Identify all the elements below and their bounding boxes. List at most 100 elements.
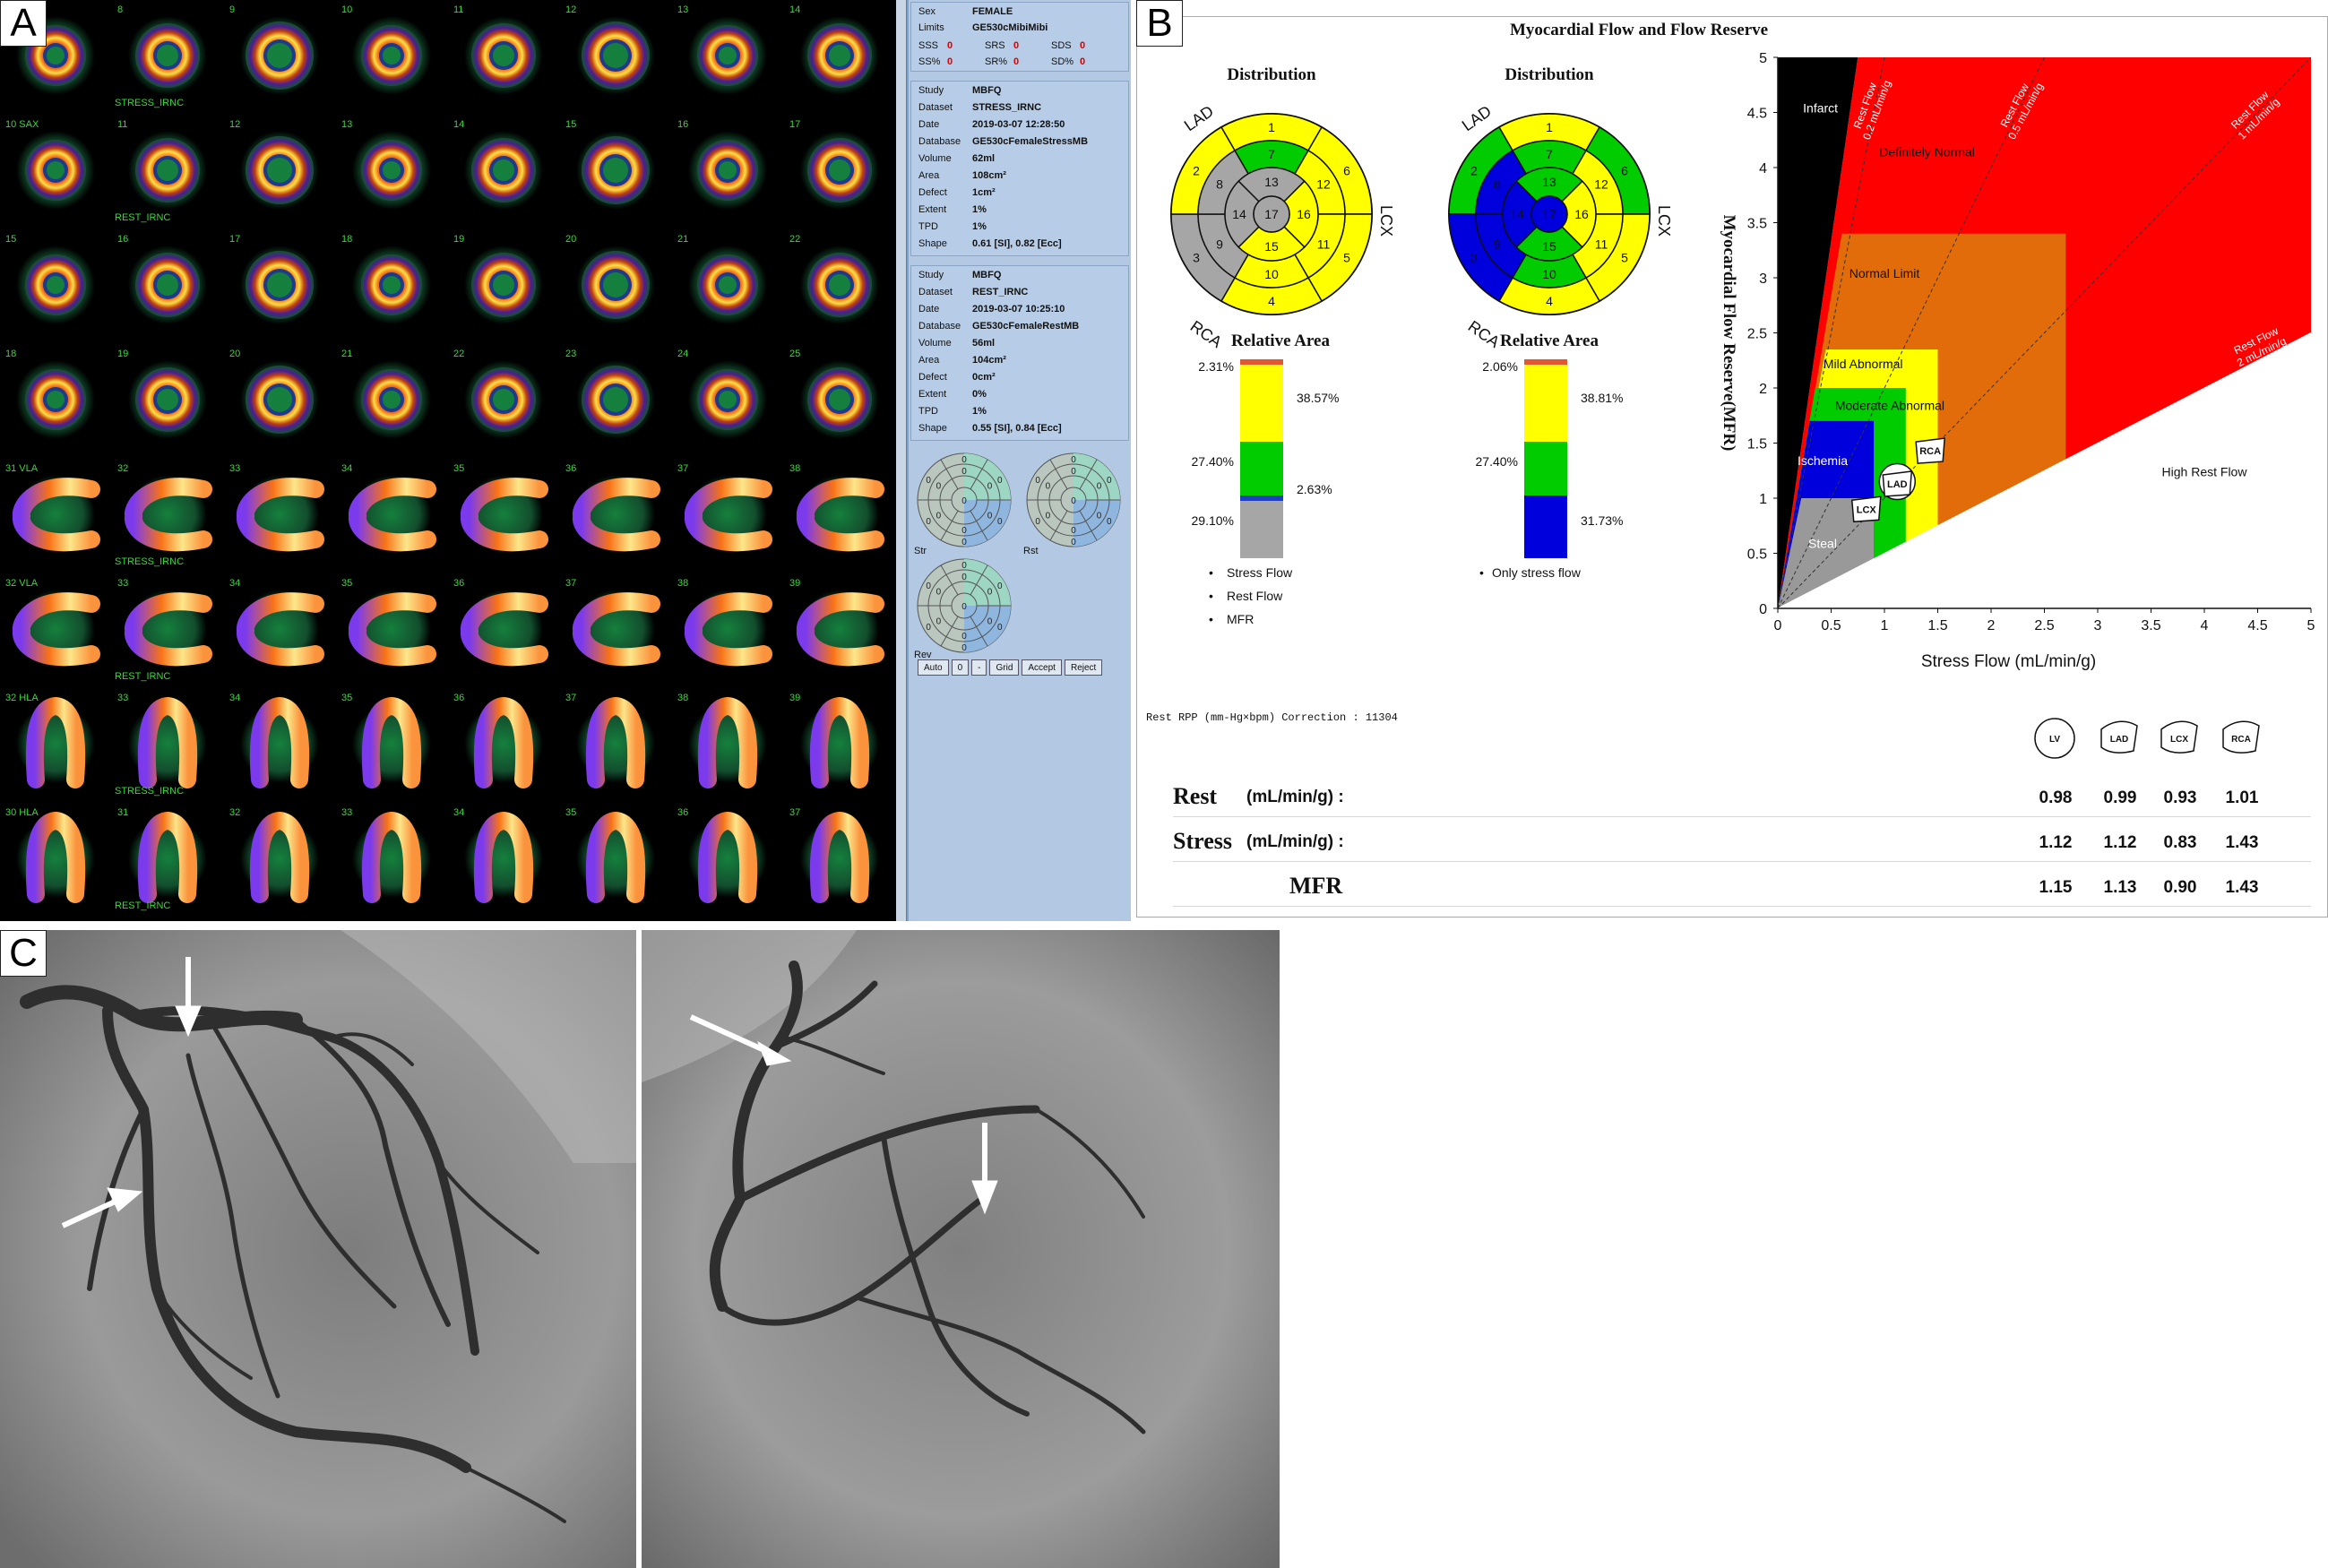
segment-number: 3 <box>1470 251 1478 265</box>
slice-number-label: 12 <box>229 119 240 130</box>
rest-flow-line <box>1777 332 2312 609</box>
spect-slice: 19 <box>117 349 207 439</box>
arrow-marker-upper <box>689 1014 792 1066</box>
accept-button[interactable]: Accept <box>1022 659 1062 676</box>
slice-number-label: 22 <box>789 234 800 245</box>
slice-number-label: 18 <box>5 349 16 359</box>
srp-value: 0 <box>1013 56 1020 67</box>
vertical-scrollbar[interactable] <box>896 0 907 921</box>
tpd-key: TPD <box>918 406 938 417</box>
segment-number: 14 <box>1510 207 1524 221</box>
spect-slice: 35 <box>341 578 436 668</box>
legend-right: • Only stress flow <box>1479 565 1582 580</box>
slice-number-label: 11 <box>453 4 463 15</box>
segment-number: 10 <box>1264 267 1279 281</box>
limits-key: Limits <box>918 22 944 33</box>
rel-left-top: 2.31% <box>1198 359 1234 374</box>
slice-number-label: 14 <box>789 4 800 15</box>
icon-label: LV <box>2049 735 2060 745</box>
row-value: 1.01 <box>2225 788 2259 807</box>
spect-slice: 16 <box>117 234 207 324</box>
zero-button[interactable]: 0 <box>951 659 970 676</box>
angiogram-right-image <box>642 930 1280 1568</box>
grid-button[interactable]: Grid <box>989 659 1020 676</box>
x-tick-label: 0 <box>1774 618 1782 633</box>
distribution-title-left: Distribution <box>1227 65 1316 84</box>
spect-slice: 9 <box>229 4 319 95</box>
x-tick-label: 0.5 <box>1821 618 1841 633</box>
segment-number: 12 <box>1594 177 1608 192</box>
reject-button[interactable]: Reject <box>1064 659 1103 676</box>
segment-number: 8 <box>1494 177 1501 192</box>
slice-number-label: 33 <box>117 693 128 703</box>
y-tick-label: 0.5 <box>1747 547 1767 563</box>
spect-slice: 21 <box>677 234 767 324</box>
svg-text:0: 0 <box>961 467 967 477</box>
slice-number-label: 35 <box>341 693 352 703</box>
dataset-tag-label: REST_IRNC <box>115 671 170 682</box>
svg-text:0: 0 <box>997 517 1003 527</box>
segment-number: 2 <box>1193 164 1200 178</box>
slice-number-label: 21 <box>677 234 688 245</box>
svg-text:0: 0 <box>1035 476 1040 486</box>
slice-number-label: 35 <box>453 463 464 474</box>
extent-value: 1% <box>972 204 987 215</box>
dataset-tag-label: STRESS_IRNC <box>115 786 184 797</box>
slice-number-label: 30 HLA <box>5 807 39 818</box>
spect-slice: 20 <box>229 349 319 439</box>
auto-button[interactable]: Auto <box>918 659 949 676</box>
slice-number-label: 15 <box>5 234 16 245</box>
segment-number: 3 <box>1193 251 1200 265</box>
defect-key: Defect <box>918 187 947 198</box>
spect-slice: 38 <box>789 463 884 554</box>
spect-slice: 39 <box>789 578 884 668</box>
spect-slice: 23 <box>565 349 655 439</box>
segment-number: 5 <box>1343 251 1350 265</box>
study-key: Study <box>918 270 944 280</box>
slice-number-label: 37 <box>677 463 688 474</box>
svg-text:0: 0 <box>987 482 993 492</box>
lad-icon: LAD <box>2100 720 2138 754</box>
slice-number-label: 38 <box>677 693 688 703</box>
slice-number-label: 8 <box>117 4 123 15</box>
panel-label-a: A <box>0 0 47 47</box>
slice-number-label: 14 <box>453 119 464 130</box>
extent-key: Extent <box>918 204 947 215</box>
x-tick-label: 1 <box>1881 618 1889 633</box>
segment-number: 1 <box>1546 120 1553 134</box>
row-unit: (mL/min/g) : <box>1246 788 1344 806</box>
point-lcx: LCX <box>1850 495 1882 523</box>
row-value: 1.43 <box>2225 833 2259 852</box>
slice-number-label: 23 <box>565 349 576 359</box>
spect-slice: 33 <box>229 463 324 554</box>
svg-text:0: 0 <box>997 476 1003 486</box>
rel-left-yellow: 38.57% <box>1297 391 1339 405</box>
spect-slice: 18 <box>5 349 95 439</box>
spect-slice: 20 <box>565 234 655 324</box>
spect-slice: 22 <box>453 349 543 439</box>
spect-slice: 25 <box>789 349 879 439</box>
spect-slice: 21 <box>341 349 431 439</box>
spect-slice: 32 <box>229 807 319 903</box>
slice-number-label: 39 <box>789 693 800 703</box>
segment-number: 8 <box>1216 177 1223 192</box>
row-value: 0.90 <box>2163 878 2197 897</box>
spect-slice: 24 <box>677 349 767 439</box>
spect-slice: 38 <box>677 578 772 668</box>
minus-button[interactable]: - <box>971 659 987 676</box>
spect-slice: 39 <box>789 693 879 788</box>
spect-slice: 19 <box>453 234 543 324</box>
segment-number: 16 <box>1297 207 1311 221</box>
summary-block: Sex FEMALE Limits GE530cMibiMibi SSS 0 S… <box>910 2 1129 72</box>
spect-slice: 34 <box>341 463 436 554</box>
y-tick-label: 4 <box>1759 161 1767 177</box>
segment-number: 17 <box>1542 207 1556 221</box>
svg-text:0: 0 <box>1107 476 1112 486</box>
rel-left-blue: 2.63% <box>1297 482 1332 496</box>
segment-number: 4 <box>1268 294 1275 308</box>
srs-value: 0 <box>1013 40 1020 51</box>
row-value: 0.93 <box>2163 788 2197 807</box>
